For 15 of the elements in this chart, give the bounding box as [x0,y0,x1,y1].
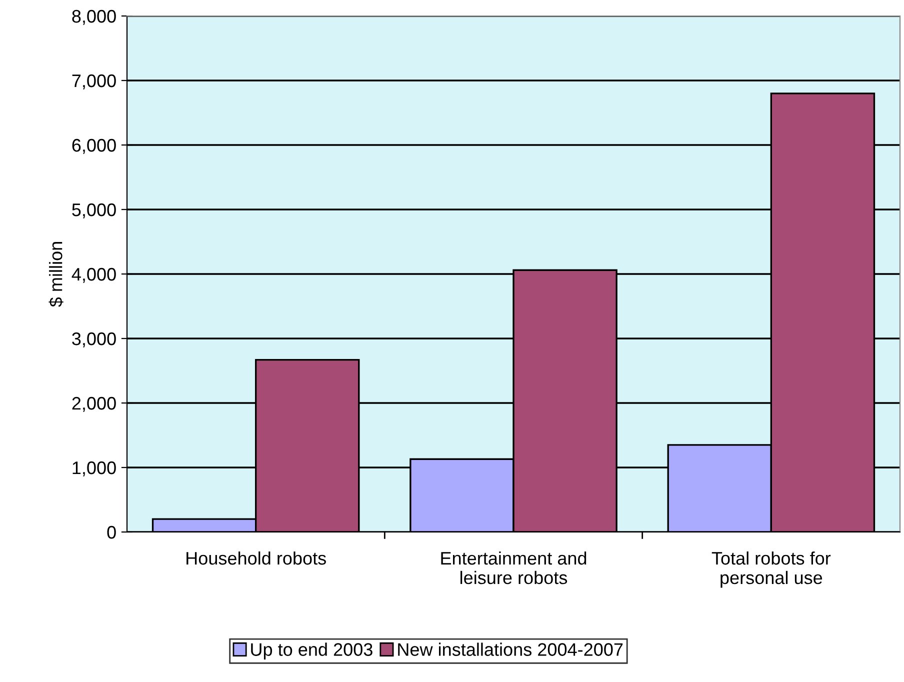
y-tick-label: 3,000 [72,332,116,348]
x-tick-label: Total robots for personal use [712,551,831,588]
y-tick-label: 1,000 [72,461,116,476]
legend-label: Up to end 2003 [251,642,372,660]
y-tick-label: 6,000 [72,138,116,154]
y-axis-title: $ million [48,242,64,307]
y-tick-label: 8,000 [72,10,116,25]
y-tick-label: 0 [107,526,116,539]
y-tick-label: 2,000 [72,396,116,412]
y-tick-label: 7,000 [72,74,116,90]
x-tick-label: Household robots [186,551,326,565]
y-tick-label: 4,000 [72,268,116,283]
x-tick-label: Entertainment and leisure robots [441,551,586,584]
y-tick-label: 5,000 [72,203,116,218]
legend-label: New installations 2004-2007 [398,642,623,656]
